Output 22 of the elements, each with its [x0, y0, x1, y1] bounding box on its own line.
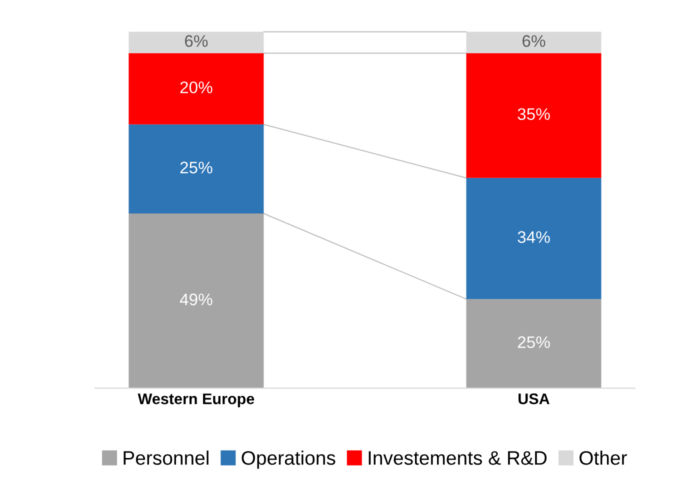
x-tick-label: Western Europe	[138, 394, 254, 408]
legend-label: Personnel	[124, 450, 208, 465]
bar	[466, 32, 602, 54]
data-label: 25%	[180, 162, 212, 174]
data-label: 35%	[518, 108, 550, 120]
bar	[466, 299, 602, 388]
x-tick-label: USA	[518, 393, 550, 404]
legend-label: Other	[580, 450, 627, 465]
bar	[466, 53, 602, 178]
data-label: 6%	[185, 35, 208, 47]
data-label: 20%	[180, 81, 212, 94]
legend-label: Operations	[242, 450, 336, 469]
data-label: 34%	[518, 231, 550, 243]
bar	[128, 32, 264, 54]
data-label: 25%	[518, 336, 550, 348]
bar	[128, 214, 264, 388]
legend-label: Investements & R&D	[368, 451, 547, 465]
data-label: 49%	[180, 294, 212, 306]
data-label: 6%	[522, 35, 546, 47]
bar	[466, 178, 602, 300]
bar	[128, 124, 264, 214]
bar	[128, 53, 264, 124]
